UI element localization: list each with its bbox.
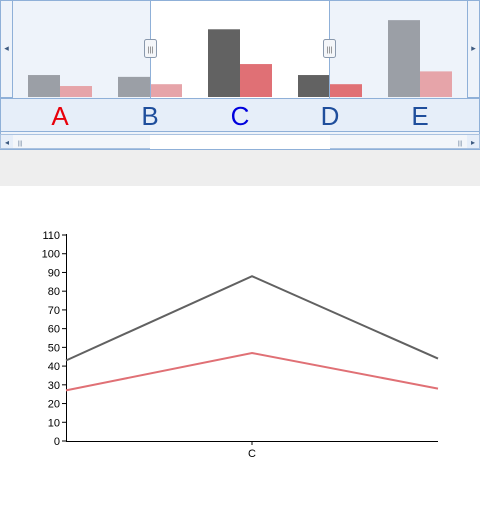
series-line-1 (65, 275, 439, 362)
navigator-bar-d-1 (298, 75, 330, 97)
right-range-thumb[interactable] (323, 39, 336, 58)
y-tick-label: 50 (48, 342, 60, 354)
y-tick-label: 80 (48, 286, 60, 298)
left-arrow-icon: ◂ (5, 138, 9, 147)
category-label-b: B (141, 101, 158, 131)
y-tick-label: 90 (48, 267, 60, 279)
y-tick-label: 60 (48, 324, 60, 336)
grip-icon: ||| (148, 47, 154, 54)
y-tick-label: 10 (48, 417, 60, 429)
category-label-e: E (411, 101, 428, 131)
left-arrow-icon: ◂ (4, 43, 9, 53)
category-label-c: C (231, 101, 250, 131)
grip-icon: ||| (18, 141, 23, 147)
series-line-2 (65, 351, 439, 392)
y-tick-label: 30 (48, 380, 60, 392)
grip-icon: ||| (458, 141, 463, 147)
y-tick-label: 20 (48, 399, 60, 411)
right-arrow-icon: ▸ (471, 138, 475, 147)
navigator-bar-e-1 (388, 20, 420, 97)
line-chart: 0 10 20 30 40 50 60 70 80 90 100 110 C (42, 230, 439, 460)
scrollbar-right-button[interactable] (467, 135, 479, 148)
divider-band (0, 150, 480, 186)
y-tick-label: 110 (42, 230, 60, 242)
y-tick-label: 100 (42, 249, 60, 261)
range-navigator[interactable]: ◂ ▸ ||| ||| A B C D E ◂ ||| ||| ▸ (0, 0, 480, 150)
y-tick-label: 0 (54, 436, 60, 448)
navigator-bar-b-1 (118, 76, 150, 97)
navigator-bar-d-2 (330, 84, 362, 97)
right-arrow-icon: ▸ (471, 43, 476, 53)
category-label-strip (0, 98, 480, 132)
left-range-thumb[interactable] (144, 39, 157, 58)
scrollbar-selected-track[interactable] (150, 135, 330, 149)
navigator-bar-c-2 (240, 64, 272, 97)
scrollbar-left-button[interactable] (1, 135, 13, 148)
grip-icon: ||| (327, 47, 333, 54)
navigator-bar-c-1 (208, 29, 240, 97)
y-tick-label: 70 (48, 305, 60, 317)
y-tick-label: 40 (48, 361, 60, 373)
x-tick-label: C (248, 448, 256, 460)
scroll-left-button[interactable] (0, 0, 13, 98)
navigator-bar-a-1 (28, 75, 60, 97)
category-label-d: D (321, 101, 340, 131)
navigator-bar-e-2 (420, 71, 452, 97)
navigator-bar-b-2 (150, 84, 182, 97)
category-label-a: A (51, 101, 69, 131)
navigator-bar-a-2 (60, 86, 92, 97)
